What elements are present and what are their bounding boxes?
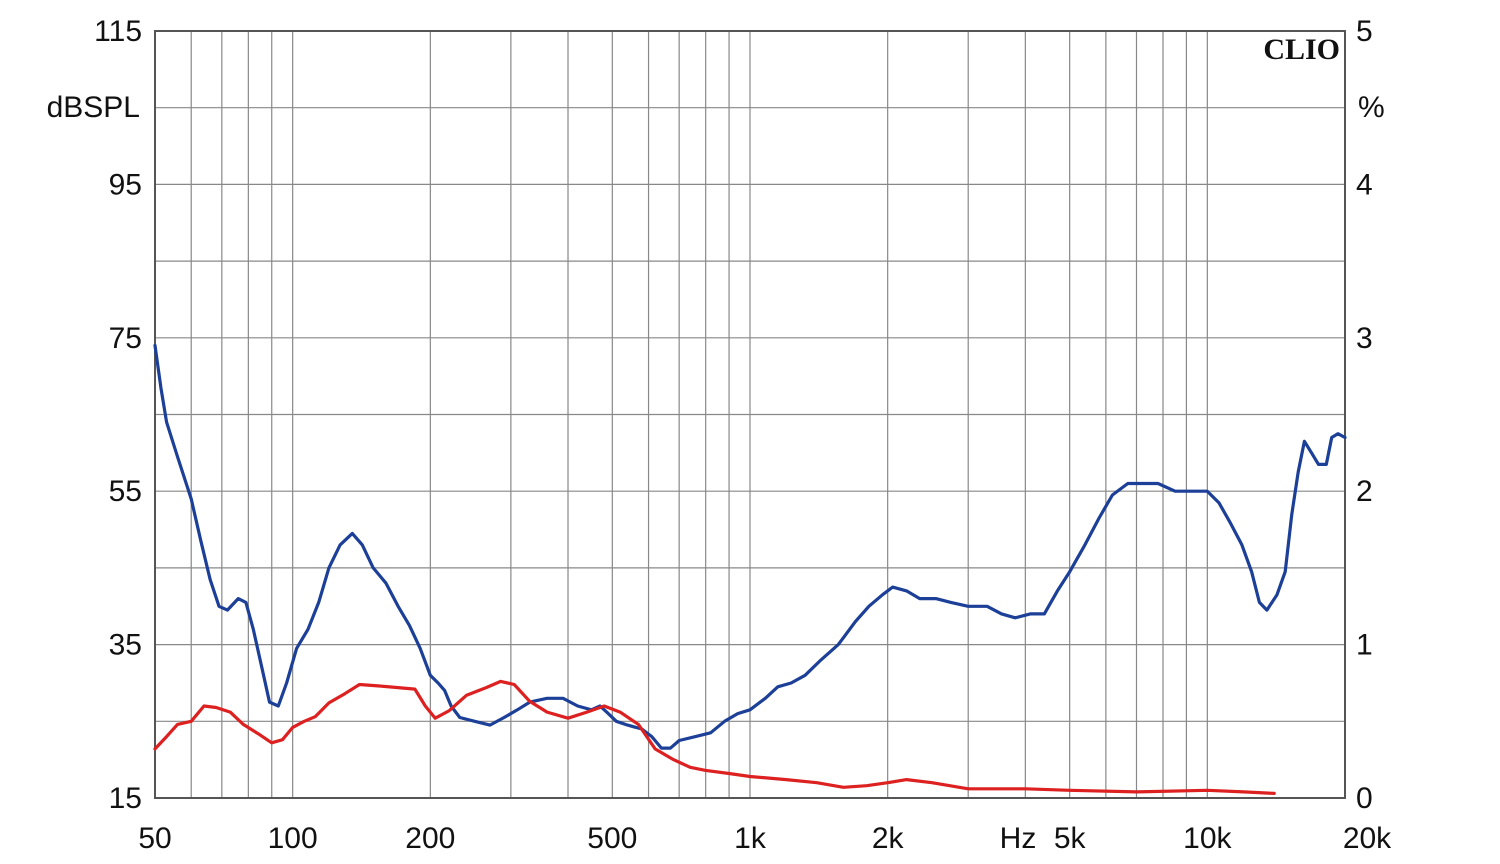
- y-left-unit-label: dBSPL: [47, 91, 140, 124]
- x-tick-label: 50: [138, 822, 171, 855]
- plot-frame: [154, 30, 1346, 799]
- series-layer: [153, 343, 1347, 795]
- x-tick-label: 100: [268, 822, 318, 855]
- tick-labels: 115 95 75 55 35 15 5 4 3 2 1 0 50 100 200 500 1k 2k 5k 10k 2…: [94, 15, 1392, 855]
- x-tick-label: 2k: [872, 822, 905, 855]
- y-left-tick-label: 95: [109, 168, 142, 201]
- x-tick-label: 20k: [1343, 822, 1392, 855]
- y-left-tick-label: 55: [109, 475, 142, 508]
- y-right-unit-label: %: [1358, 91, 1385, 124]
- x-unit-label: Hz: [1000, 822, 1037, 855]
- clio-brand-label: CLIO: [1263, 33, 1340, 66]
- x-tick-label: 10k: [1183, 822, 1232, 855]
- x-tick-label: 500: [587, 822, 637, 855]
- x-tick-label: 5k: [1054, 822, 1087, 855]
- y-left-tick-label: 15: [109, 782, 142, 815]
- y-left-tick-label: 115: [94, 15, 142, 48]
- y-right-tick-label: 4: [1356, 168, 1373, 201]
- red-series-line: [153, 679, 1276, 795]
- blue-series-line: [153, 343, 1347, 750]
- y-right-tick-label: 0: [1356, 782, 1373, 815]
- y-right-tick-label: 2: [1356, 475, 1373, 508]
- y-left-tick-label: 75: [109, 322, 142, 355]
- grid: [155, 31, 1345, 798]
- x-tick-label: 200: [405, 822, 455, 855]
- y-right-tick-label: 3: [1356, 322, 1373, 355]
- x-tick-label: 1k: [734, 822, 767, 855]
- y-left-tick-label: 35: [109, 629, 142, 662]
- y-right-tick-label: 5: [1356, 15, 1373, 48]
- y-right-tick-label: 1: [1356, 629, 1373, 662]
